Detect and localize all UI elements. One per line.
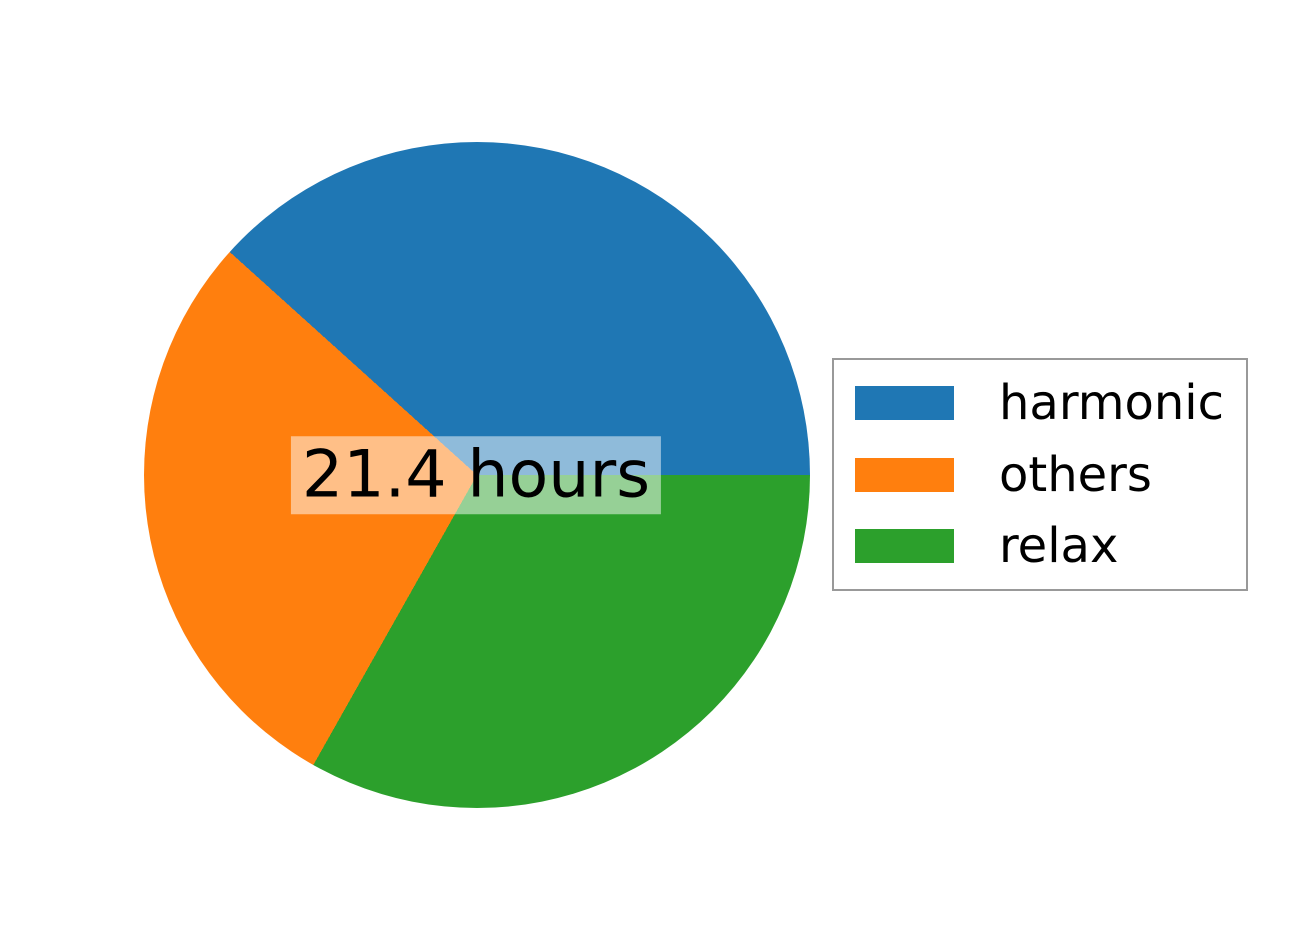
legend-label: relax xyxy=(999,518,1119,574)
legend: harmonic others relax xyxy=(832,358,1248,591)
legend-label: harmonic xyxy=(999,375,1224,431)
legend-item-harmonic: harmonic xyxy=(855,374,1226,432)
legend-swatch xyxy=(855,529,954,563)
legend-item-relax: relax xyxy=(855,517,1226,575)
legend-item-others: others xyxy=(855,446,1226,504)
legend-label: others xyxy=(999,446,1152,503)
legend-swatch xyxy=(855,457,954,492)
legend-swatch xyxy=(855,386,954,420)
center-label: 21.4 hours xyxy=(290,436,662,514)
